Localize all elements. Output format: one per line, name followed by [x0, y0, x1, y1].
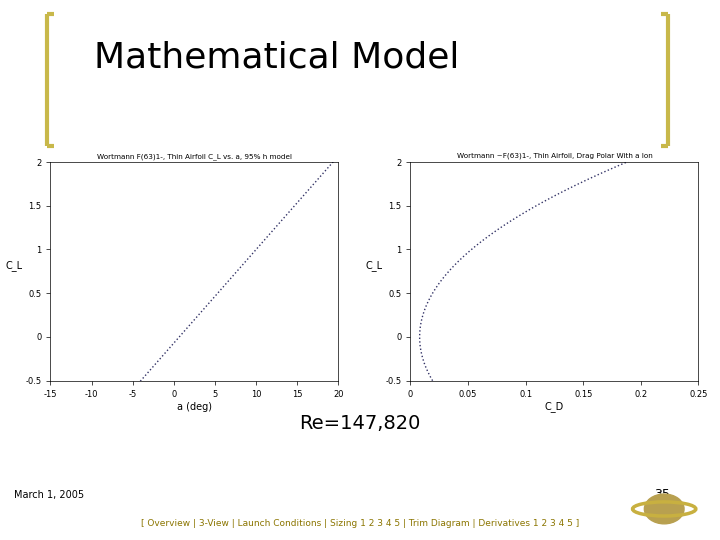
- Text: Re=147,820: Re=147,820: [300, 414, 420, 434]
- X-axis label: C_D: C_D: [545, 402, 564, 413]
- Title: Wortmann F(63)1-, Thin Airfoil C_L vs. a, 95% h model: Wortmann F(63)1-, Thin Airfoil C_L vs. a…: [97, 153, 292, 160]
- Text: 35: 35: [654, 488, 670, 501]
- X-axis label: a (deg): a (deg): [177, 402, 212, 411]
- Title: Wortmann ~F(63)1-, Thin Airfoil, Drag Polar With a Ion: Wortmann ~F(63)1-, Thin Airfoil, Drag Po…: [456, 153, 652, 159]
- Text: March 1, 2005: March 1, 2005: [14, 490, 84, 500]
- Y-axis label: C_L: C_L: [366, 260, 383, 271]
- Y-axis label: C_L: C_L: [6, 260, 23, 271]
- Text: Mathematical Model: Mathematical Model: [94, 40, 459, 75]
- Circle shape: [644, 494, 684, 524]
- Text: [ Overview | 3-View | Launch Conditions | Sizing 1 2 3 4 5 | Trim Diagram | Deri: [ Overview | 3-View | Launch Conditions …: [141, 519, 579, 528]
